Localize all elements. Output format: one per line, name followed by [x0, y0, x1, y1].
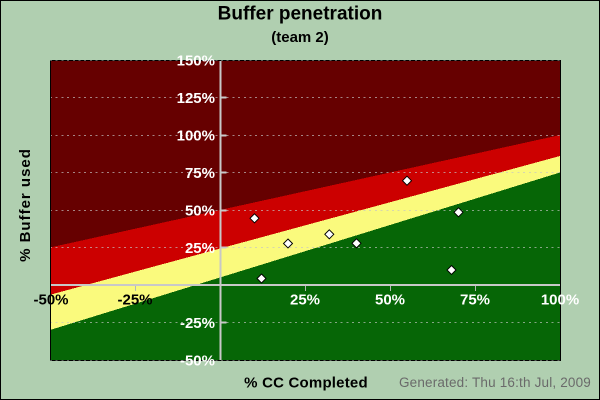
svg-text:25%: 25%	[185, 240, 215, 257]
svg-text:150%: 150%	[177, 53, 215, 70]
svg-text:75%: 75%	[460, 292, 490, 309]
svg-text:100%: 100%	[541, 292, 579, 309]
svg-text:-25%: -25%	[117, 292, 152, 309]
svg-text:-50%: -50%	[180, 353, 215, 370]
svg-text:(team 2): (team 2)	[271, 29, 329, 46]
svg-text:Generated: Thu 16:th Jul, 2009: Generated: Thu 16:th Jul, 2009	[399, 375, 591, 390]
svg-text:% CC Completed: % CC Completed	[244, 375, 368, 392]
svg-text:50%: 50%	[375, 292, 405, 309]
svg-text:% Buffer used: % Buffer used	[17, 148, 34, 262]
svg-text:-50%: -50%	[33, 292, 68, 309]
svg-text:100%: 100%	[177, 128, 215, 145]
svg-text:50%: 50%	[185, 203, 215, 220]
svg-text:75%: 75%	[185, 165, 215, 182]
svg-text:25%: 25%	[290, 292, 320, 309]
svg-text:-25%: -25%	[180, 315, 215, 332]
svg-text:Buffer penetration: Buffer penetration	[218, 4, 383, 25]
svg-text:125%: 125%	[177, 90, 215, 107]
